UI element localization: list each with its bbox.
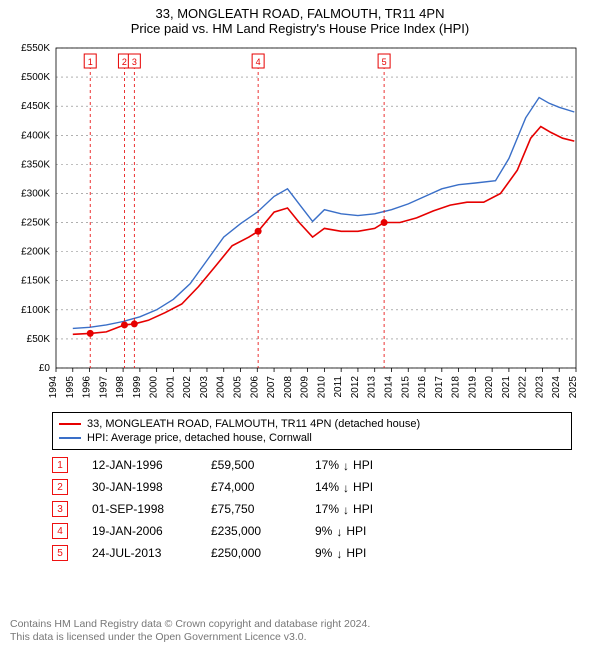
transactions-table: 1 12-JAN-1996 £59,500 17% ↓ HPI 2 30-JAN-1998… [52,454,572,564]
svg-text:2011: 2011 [333,376,344,398]
svg-text:£550K: £550K [21,43,50,54]
footer-line: Contains HM Land Registry data © Crown c… [10,618,590,631]
svg-text:2021: 2021 [501,376,512,399]
svg-text:£250K: £250K [21,218,50,229]
chart-legend: 33, MONGLEATH ROAD, FALMOUTH, TR11 4PN (… [52,412,572,450]
svg-text:2018: 2018 [451,376,462,399]
svg-text:£150K: £150K [21,276,50,287]
svg-text:2016: 2016 [417,376,428,399]
svg-text:£350K: £350K [21,159,50,170]
svg-text:2007: 2007 [266,376,277,399]
transaction-hpi-delta: 9% ↓ HPI [315,524,366,538]
transaction-price: £75,750 [211,502,291,516]
svg-text:£400K: £400K [21,130,50,141]
transaction-hpi-delta: 9% ↓ HPI [315,546,366,560]
transaction-index: 4 [52,523,68,539]
svg-text:2013: 2013 [367,376,378,399]
svg-text:£200K: £200K [21,247,50,258]
legend-swatch [59,437,81,439]
arrow-down-icon: ↓ [336,525,342,539]
svg-text:£300K: £300K [21,188,50,199]
arrow-down-icon: ↓ [336,547,342,561]
transaction-price: £235,000 [211,524,291,538]
svg-text:4: 4 [256,57,261,67]
transaction-date: 24-JUL-2013 [92,546,187,560]
arrow-down-icon: ↓ [343,481,349,495]
transaction-date: 30-JAN-1998 [92,480,187,494]
svg-text:2014: 2014 [383,376,394,399]
transaction-index: 3 [52,501,68,517]
chart-container: { "title_line1": "33, MONGLEATH ROAD, FA… [0,0,600,650]
transaction-row: 5 24-JUL-2013 £250,000 9% ↓ HPI [52,542,572,564]
svg-text:2012: 2012 [350,376,361,399]
svg-text:2005: 2005 [233,376,244,399]
svg-text:2001: 2001 [165,376,176,399]
transaction-date: 12-JAN-1996 [92,458,187,472]
svg-text:2009: 2009 [300,376,311,399]
svg-text:2004: 2004 [216,376,227,399]
price-chart: £0 £50K £100K £150K £200K £250K £300K £350K £400… [0,38,600,408]
transaction-row: 2 30-JAN-1998 £74,000 14% ↓ HPI [52,476,572,498]
svg-text:2: 2 [122,57,127,67]
chart-subtitle: Price paid vs. HM Land Registry's House … [4,21,596,36]
transaction-hpi-delta: 17% ↓ HPI [315,502,373,516]
transaction-row: 4 19-JAN-2006 £235,000 9% ↓ HPI [52,520,572,542]
svg-text:£50K: £50K [27,334,51,345]
transaction-index: 2 [52,479,68,495]
svg-text:£100K: £100K [21,305,50,316]
svg-text:1999: 1999 [132,376,143,399]
legend-row: 33, MONGLEATH ROAD, FALMOUTH, TR11 4PN (… [59,417,565,431]
svg-text:2024: 2024 [551,376,562,399]
svg-text:1996: 1996 [82,376,93,399]
svg-text:2022: 2022 [518,376,529,399]
svg-text:2002: 2002 [182,376,193,399]
svg-text:£0: £0 [39,363,51,374]
transaction-date: 19-JAN-2006 [92,524,187,538]
legend-label: 33, MONGLEATH ROAD, FALMOUTH, TR11 4PN (… [87,417,420,431]
arrow-down-icon: ↓ [343,459,349,473]
svg-text:2017: 2017 [434,376,445,399]
transaction-price: £59,500 [211,458,291,472]
svg-text:3: 3 [132,57,137,67]
legend-row: HPI: Average price, detached house, Corn… [59,431,565,445]
transaction-row: 3 01-SEP-1998 £75,750 17% ↓ HPI [52,498,572,520]
svg-text:2003: 2003 [199,376,210,399]
svg-text:2019: 2019 [467,376,478,399]
svg-text:1998: 1998 [115,376,126,399]
svg-text:2006: 2006 [249,376,260,399]
transaction-hpi-delta: 14% ↓ HPI [315,480,373,494]
svg-text:2015: 2015 [400,376,411,399]
transaction-hpi-delta: 17% ↓ HPI [315,458,373,472]
transaction-index: 5 [52,545,68,561]
legend-label: HPI: Average price, detached house, Corn… [87,431,312,445]
transaction-index: 1 [52,457,68,473]
svg-text:£450K: £450K [21,101,50,112]
svg-text:5: 5 [382,57,387,67]
svg-text:2008: 2008 [283,376,294,399]
legend-swatch [59,423,81,425]
transaction-price: £250,000 [211,546,291,560]
svg-text:2020: 2020 [484,376,495,399]
svg-text:2023: 2023 [534,376,545,399]
chart-titles: 33, MONGLEATH ROAD, FALMOUTH, TR11 4PN P… [0,0,600,38]
transaction-price: £74,000 [211,480,291,494]
svg-text:1: 1 [88,57,93,67]
transaction-date: 01-SEP-1998 [92,502,187,516]
svg-text:2025: 2025 [568,376,579,399]
svg-text:1995: 1995 [65,376,76,399]
footer-line: This data is licensed under the Open Gov… [10,631,590,644]
svg-text:1997: 1997 [98,376,109,399]
chart-title: 33, MONGLEATH ROAD, FALMOUTH, TR11 4PN [4,6,596,21]
transaction-row: 1 12-JAN-1996 £59,500 17% ↓ HPI [52,454,572,476]
arrow-down-icon: ↓ [343,503,349,517]
chart-footer: Contains HM Land Registry data © Crown c… [10,618,590,644]
svg-text:1994: 1994 [48,376,59,399]
svg-text:2000: 2000 [149,376,160,399]
svg-text:2010: 2010 [316,376,327,399]
svg-text:£500K: £500K [21,72,50,83]
